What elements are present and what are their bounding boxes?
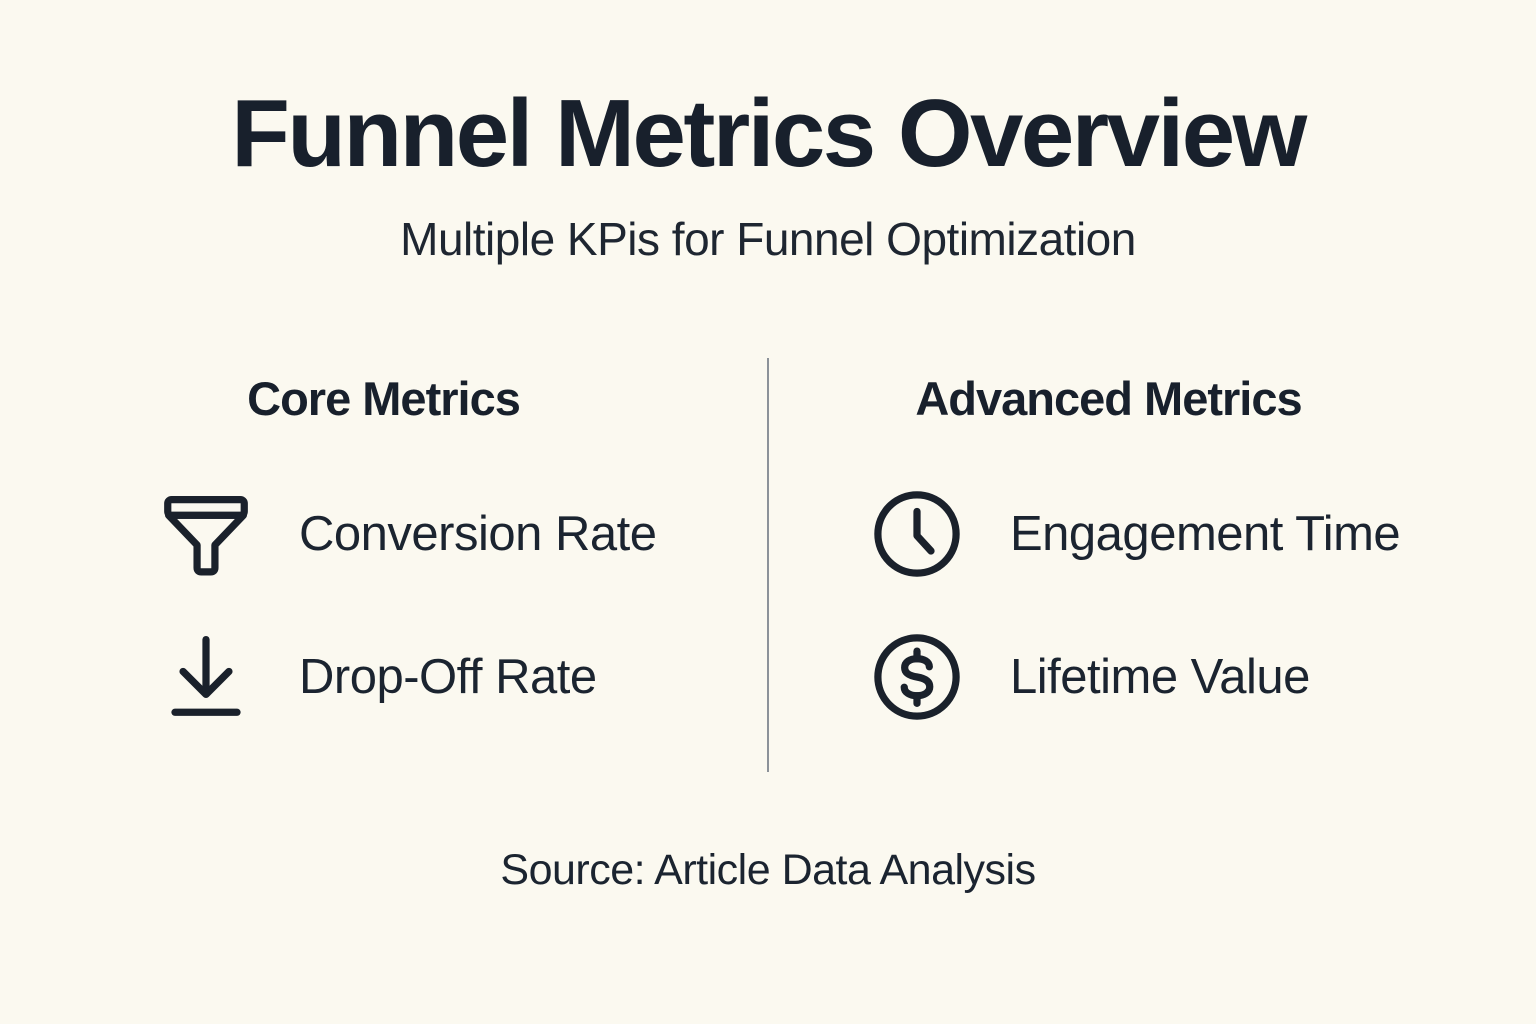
vertical-divider bbox=[767, 358, 769, 772]
header: Funnel Metrics Overview Multiple KPis fo… bbox=[0, 80, 1536, 266]
metric-label-drop-off-rate: Drop-Off Rate bbox=[299, 649, 597, 704]
source-text: Source: Article Data Analysis bbox=[500, 846, 1036, 894]
metric-row-conversion-rate: Conversion Rate bbox=[0, 483, 767, 585]
metric-row-drop-off-rate: Drop-Off Rate bbox=[0, 626, 767, 728]
metrics-columns: Core Metrics Conversion Rate bbox=[0, 358, 1536, 772]
advanced-metrics-column: Advanced Metrics Engagement Time bbox=[769, 358, 1536, 772]
funnel-icon bbox=[155, 483, 257, 585]
core-metrics-rows: Conversion Rate Drop-Off Rate bbox=[0, 483, 767, 728]
metric-label-engagement-time: Engagement Time bbox=[1010, 506, 1401, 561]
page-subtitle: Multiple KPis for Funnel Optimization bbox=[400, 212, 1136, 265]
dollar-circle-icon bbox=[866, 626, 968, 728]
metric-row-lifetime-value: Lifetime Value bbox=[769, 626, 1536, 728]
clock-icon bbox=[866, 483, 968, 585]
advanced-metrics-rows: Engagement Time Lifetime bbox=[769, 483, 1536, 728]
page-title: Funnel Metrics Overview bbox=[231, 80, 1307, 187]
advanced-metrics-heading: Advanced Metrics bbox=[915, 372, 1302, 425]
metric-row-engagement-time: Engagement Time bbox=[769, 483, 1536, 585]
metric-label-lifetime-value: Lifetime Value bbox=[1010, 649, 1310, 704]
metric-label-conversion-rate: Conversion Rate bbox=[299, 506, 657, 561]
arrow-down-to-line-icon bbox=[155, 626, 257, 728]
core-metrics-column: Core Metrics Conversion Rate bbox=[0, 358, 767, 772]
footer: Source: Article Data Analysis bbox=[0, 846, 1536, 895]
core-metrics-heading: Core Metrics bbox=[247, 372, 521, 425]
